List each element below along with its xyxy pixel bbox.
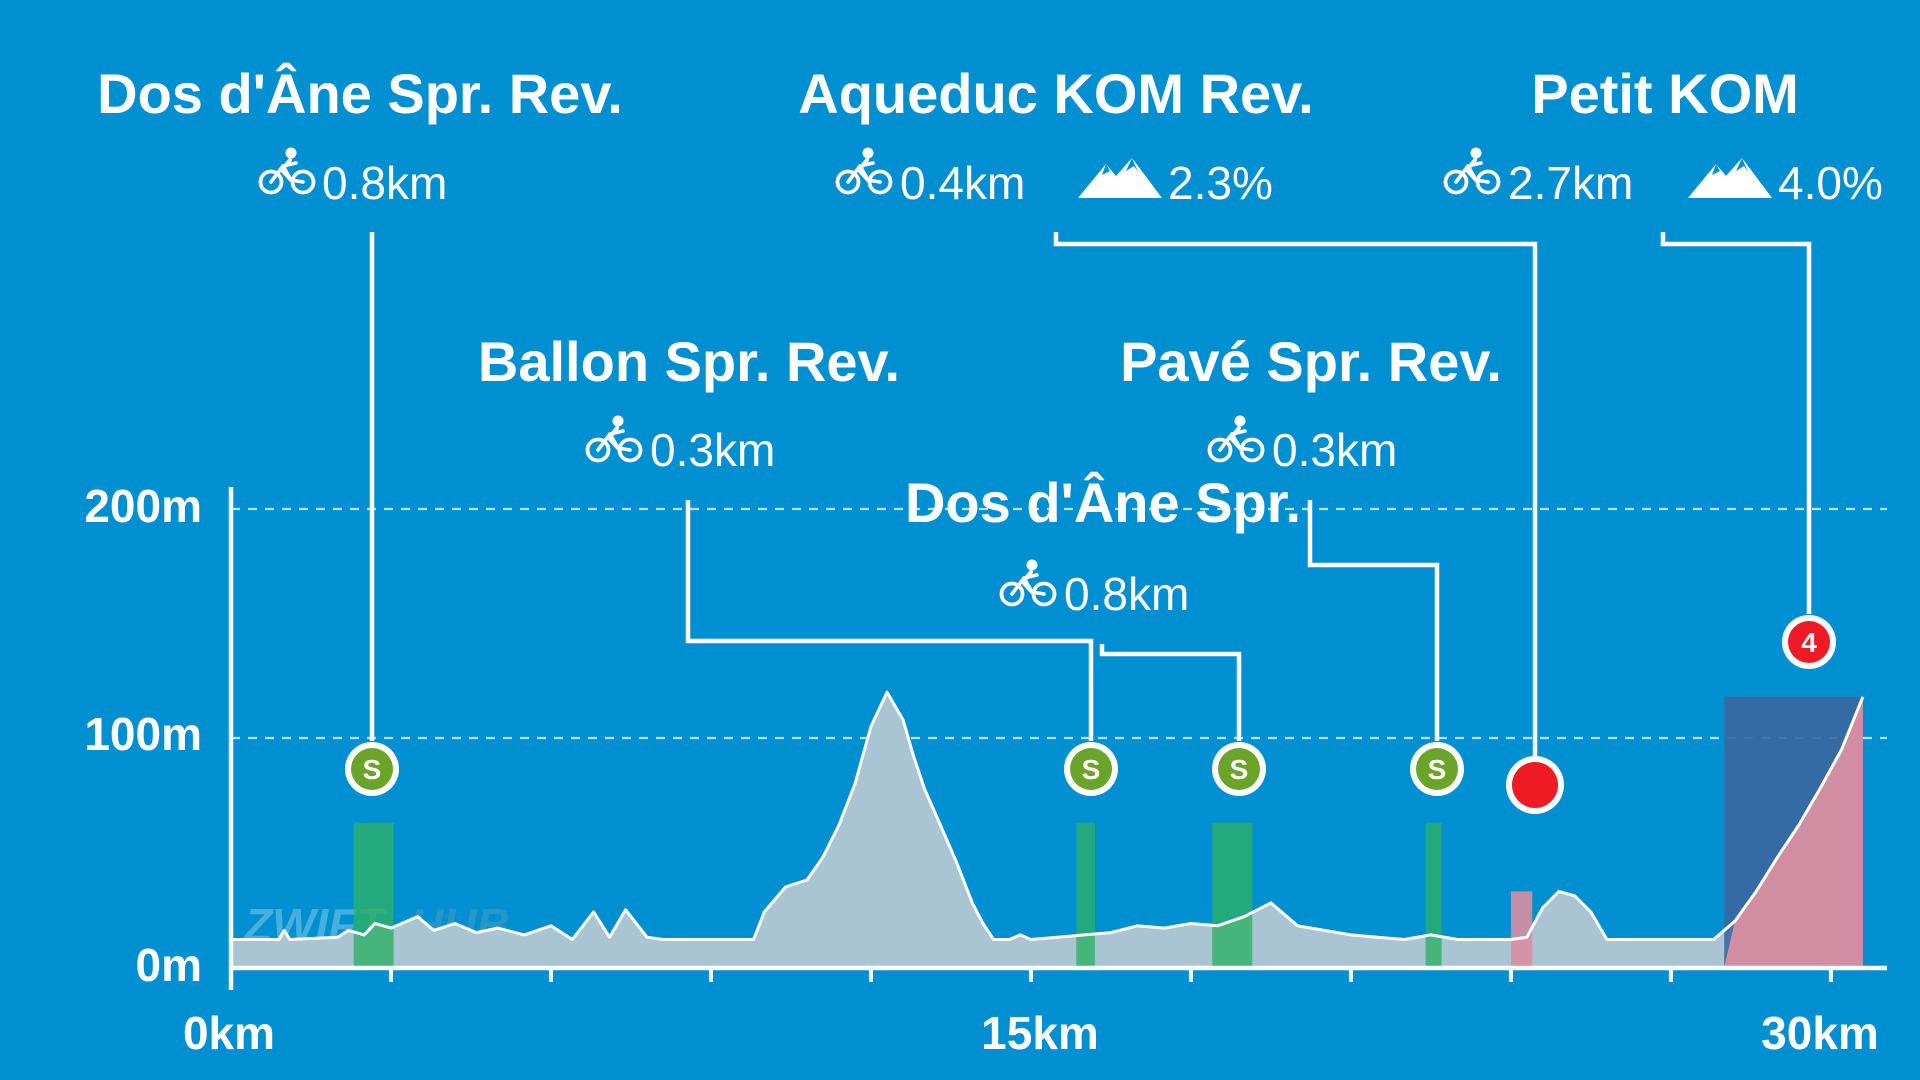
elevation-line <box>231 690 1865 941</box>
x-tick-label-30: 30km <box>1761 1007 1879 1059</box>
y-tick-label-100: 100m <box>84 708 202 760</box>
sprint-marker-letter: S <box>1428 754 1447 785</box>
y-tick-label-0: 0m <box>136 939 202 991</box>
leader-line-seg3 <box>1660 232 1812 614</box>
sprint-segment-band-3 <box>1212 822 1253 967</box>
bicycle-icon <box>1207 413 1265 463</box>
x-axis-ticks <box>388 968 1833 982</box>
sprint-marker-4: S <box>1410 742 1464 796</box>
segment-length: 0.8km <box>322 157 447 209</box>
segment-label-dos-dane-spr-rev: Dos d'Âne Spr. Rev. 0.8km <box>97 62 623 209</box>
segment-title: Ballon Spr. Rev. <box>478 330 900 393</box>
sprint-marker-letter: S <box>363 754 382 785</box>
bicycle-icon <box>258 145 316 195</box>
sprint-marker-1: S <box>345 742 399 796</box>
climb-segment-fill <box>1724 696 1863 967</box>
segment-length: 0.4km <box>900 157 1025 209</box>
bicycle-icon <box>835 145 893 195</box>
mountain-icon <box>1688 158 1772 198</box>
segment-label-aqueduc-kom-rev: Aqueduc KOM Rev. 0.4km 2.3% <box>798 62 1313 209</box>
segment-title: Aqueduc KOM Rev. <box>798 62 1313 125</box>
leader-lines <box>369 232 1812 757</box>
segment-grade: 4.0% <box>1778 157 1883 209</box>
segment-label-petit-kom: Petit KOM 2.7km 4.0% <box>1443 62 1883 209</box>
axes: 0km 15km 30km 0m 100m 200m <box>84 480 1887 1059</box>
sprint-marker-2: S <box>1064 742 1118 796</box>
segment-title: Dos d'Âne Spr. <box>905 471 1301 534</box>
sprint-marker-letter: S <box>1230 754 1249 785</box>
kom-category-number: 4 <box>1801 627 1817 658</box>
segment-length: 2.7km <box>1508 157 1633 209</box>
sprint-segment-band-2 <box>1076 822 1095 967</box>
segment-length: 0.3km <box>650 424 775 476</box>
leader-line-seg4 <box>685 500 1094 741</box>
leader-line-seg6 <box>1099 644 1242 741</box>
segment-bands <box>231 690 1865 967</box>
leader-line-seg2 <box>1053 232 1538 757</box>
bicycle-icon <box>999 557 1057 607</box>
segment-label-ballon-spr-rev: Ballon Spr. Rev. 0.3km <box>478 330 900 476</box>
climb-segment-band <box>1510 891 1533 967</box>
x-tick-label-0: 0km <box>183 1007 275 1059</box>
segment-length: 0.8km <box>1064 568 1189 620</box>
sprint-segment-band-1 <box>353 822 394 967</box>
x-tick-label-15: 15km <box>981 1007 1099 1059</box>
segment-title: Dos d'Âne Spr. Rev. <box>97 62 623 125</box>
gridlines <box>231 507 1887 740</box>
leader-line-seg5 <box>1307 500 1440 741</box>
mountain-icon <box>1078 158 1162 198</box>
bicycle-icon <box>1443 145 1501 195</box>
segment-label-dos-dane-spr: Dos d'Âne Spr. 0.8km <box>905 471 1301 620</box>
sprint-marker-3: S <box>1212 742 1266 796</box>
bicycle-icon <box>585 413 643 463</box>
segment-markers: S S S S 4 <box>345 615 1836 814</box>
segment-length: 0.3km <box>1272 424 1397 476</box>
sprint-segment-band-4 <box>1425 822 1442 967</box>
climb-marker <box>1506 756 1564 814</box>
segment-label-pave-spr-rev: Pavé Spr. Rev. 0.3km <box>1120 330 1502 476</box>
kom-category-marker: 4 <box>1782 615 1836 669</box>
y-tick-label-200: 200m <box>84 480 202 532</box>
segment-grade: 2.3% <box>1168 157 1273 209</box>
segment-title: Petit KOM <box>1531 62 1799 125</box>
sprint-marker-letter: S <box>1082 754 1101 785</box>
segment-title: Pavé Spr. Rev. <box>1120 330 1502 393</box>
